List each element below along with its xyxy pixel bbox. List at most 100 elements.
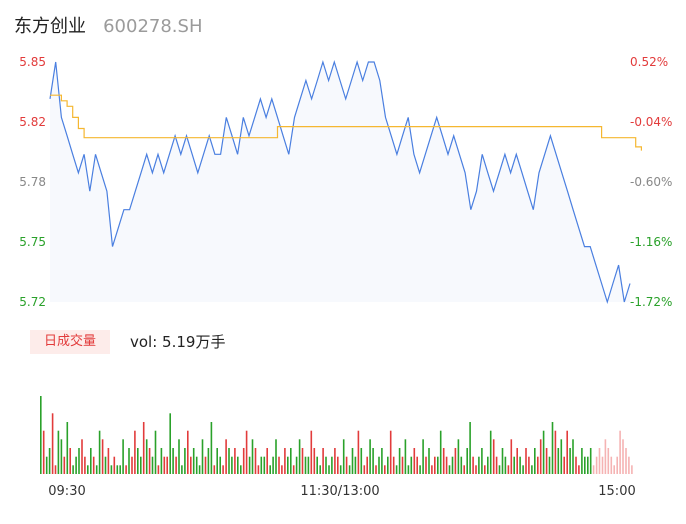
volume-bar [584,456,586,474]
volume-bar [378,456,380,474]
volume-bar [437,456,439,474]
volume-bar [425,456,427,474]
volume-bar [301,448,304,474]
volume-bar [116,465,119,474]
x-tick-label: 15:00 [598,484,635,499]
volume-bar [128,448,130,474]
y-tick-label: 5.85 [19,55,46,69]
volume-bar [531,465,533,474]
volume-bar [237,456,239,474]
volume-bar [284,448,286,474]
volume-bar [119,465,121,474]
volume-bar [198,465,201,474]
volume-bar [592,465,595,474]
volume-bar [195,456,198,474]
volume-bar [42,430,45,474]
volume-bar [587,456,589,474]
volume-bar [607,448,610,474]
volume-label: vol: 5.19万手 [130,333,226,351]
volume-bar [410,456,413,474]
volume-bar [460,456,463,474]
volume-bar [178,439,180,474]
volume-bar [510,439,513,474]
volume-bar [381,448,383,474]
volume-bar [475,465,477,474]
volume-bar [313,448,316,474]
volume-bar [545,448,548,474]
volume-bar [172,448,174,474]
volume-bar [107,448,110,474]
volume-bar [354,456,357,474]
volume-bar [157,465,160,474]
volume-bar [342,439,345,474]
volume-bar [404,439,407,474]
volume-bar [181,465,183,474]
volume-bar [478,456,480,474]
volume-bar [257,465,260,474]
volume-bar [322,448,324,474]
volume-bar [581,448,583,474]
volume-bar [145,439,148,474]
volume-bar [219,456,221,474]
volume-bar [416,456,418,474]
volume-bar [122,439,124,474]
volume-bar [245,430,248,474]
volume-bar [269,465,271,474]
volume-bar [66,422,69,474]
volume-bar [207,448,210,474]
volume-bar [534,448,536,474]
volume-bar [110,465,113,474]
volume-bar [401,456,404,474]
volume-bar [492,439,495,474]
volume-bar [619,430,621,474]
volume-bar [625,448,627,474]
volume-bar [604,439,607,474]
price-line [49,59,631,305]
volume-bar [60,439,63,474]
y-tick-label: 5.72 [19,295,46,309]
volume-bar [201,439,204,474]
volume-bar [292,465,295,474]
volume-bar [187,430,189,474]
volume-bar [87,465,89,474]
price-area [50,62,630,302]
volume-bar [519,456,521,474]
volume-bar [457,439,460,474]
volume-bar [563,456,565,474]
volume-bar [616,456,618,474]
volume-bar [489,430,492,474]
volume-bar [434,456,436,474]
volume-bar [137,448,139,474]
volume-bar [575,456,577,474]
volume-bar [554,430,557,474]
volume-bar [487,456,489,474]
volume-bar [148,448,151,474]
volume-bar [72,465,74,474]
volume-bar [525,448,527,474]
volume-bar [628,456,630,474]
volume-bar [151,456,154,474]
volume-bar [140,456,142,474]
chart-header: 东方创业 600278.SH [14,12,203,40]
volume-bar [578,465,580,474]
volume-bar [263,456,266,474]
volume-bar [513,456,515,474]
y2-tick-label: -1.16% [630,235,672,249]
volume-bar [40,396,42,474]
volume-bar [539,439,542,474]
y2-tick-label: 0.52% [630,55,668,69]
y-tick-label: 5.78 [19,175,46,189]
volume-bar [504,456,507,474]
stock-code: 600278.SH [103,16,203,37]
volume-bar [422,439,424,474]
volume-bar [166,456,168,474]
volume-bar [160,448,163,474]
volume-bar [228,448,230,474]
volume-bar [448,465,451,474]
volume-bar [231,456,233,474]
volume-bar [51,413,54,474]
volume-bar [190,456,192,474]
volume-bar [522,465,524,474]
volume-bar [210,422,213,474]
